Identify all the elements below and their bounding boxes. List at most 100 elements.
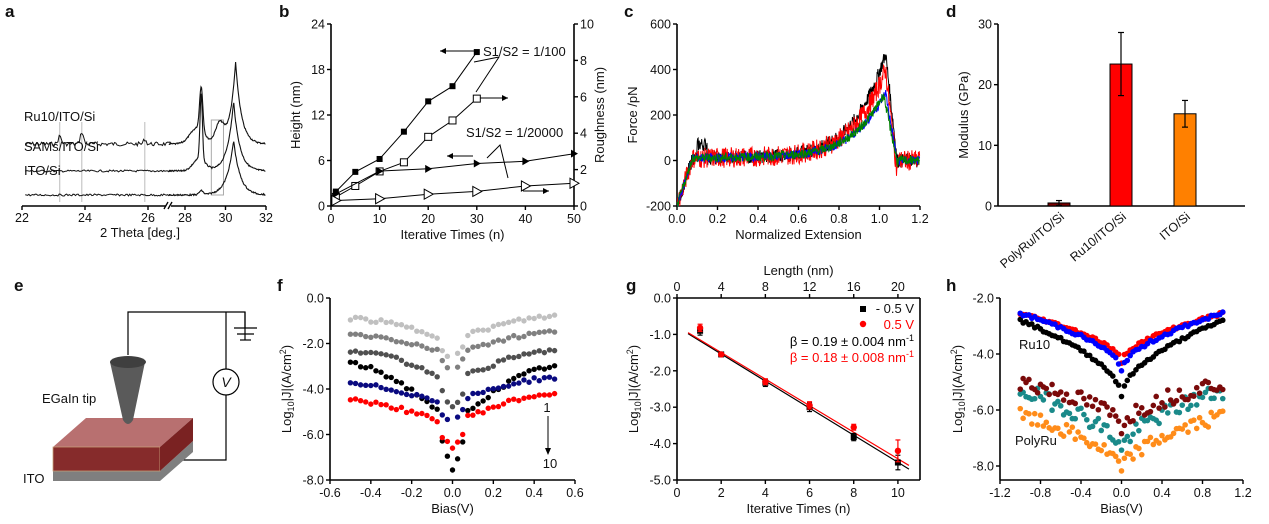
data-point [1060,433,1067,439]
data-point [1124,377,1131,384]
data-point [480,389,486,396]
data-point [368,401,374,407]
category-label: Ru10/ITO/Si [1067,210,1129,265]
chart-g: 0 2 4 6 8 10 -5.0 -4.0 -3.0 -2.0 -1.0 0.0 Iterative … [625,263,921,516]
data-point [1089,403,1096,410]
x-axis-label: Iterative Times (n) [400,227,504,242]
chart-c: 0.0 0.2 0.4 0.6 0.8 1.0 1.2 -200 0 200 400 600 Norma… [625,18,929,243]
data-point [383,352,389,358]
data-point [1211,395,1217,402]
data-point [403,361,410,367]
data-point [373,382,379,388]
data-point [1029,321,1035,327]
x-tick-label: 8 [850,486,857,500]
data-point [1072,400,1079,407]
data-point [1037,412,1044,418]
data-point [1069,424,1076,430]
x-tick-label: 30 [219,211,233,225]
x-tick-label: 0.2 [709,212,726,226]
data-point [520,180,532,192]
y-tick-label: -2.0 [972,292,994,306]
data-point [894,447,902,455]
data-point [1147,434,1154,441]
data-point [475,401,481,407]
data-point [393,321,400,328]
data-point [332,189,340,198]
data-point [375,192,386,205]
y-tick-label: -200 [646,200,671,214]
data-point [1159,432,1165,439]
y-tick-label: -4.0 [649,437,671,451]
data-point [480,410,486,416]
data-point [414,328,420,334]
data-point [376,167,384,176]
data-point [521,395,527,401]
data-point [485,342,491,348]
data-point [357,397,364,404]
data-point [352,348,359,354]
data-point [1219,395,1226,402]
egain-tip-top [110,356,146,368]
axis-break-mark [167,201,173,210]
data-point [393,338,400,345]
data-point [1049,381,1055,388]
data-point [1127,352,1133,359]
annotation: S1/S2 = 1/20000 [466,125,563,140]
highlight-box [210,119,224,196]
data-point [1219,309,1226,315]
data-point [1060,397,1067,403]
data-point [505,354,512,360]
data-point [403,324,410,330]
data-point [373,319,379,326]
y-axis-label: Log10|J|(A/cm2) [949,345,967,433]
x-tick-label: 24 [78,211,92,225]
x-tick-label-top: 0 [674,280,681,294]
data-point [495,321,502,328]
data-point [1133,402,1139,409]
y-tick-label-right: 0 [580,200,587,214]
data-point [1136,445,1142,452]
data-point [1121,455,1128,462]
data-point [470,344,476,350]
data-point [511,332,517,339]
x-tick-label: 0.6 [790,212,807,226]
data-point [1136,410,1142,417]
data-point [536,348,542,354]
data-point [465,347,471,353]
data-point [454,456,461,462]
data-point [454,364,461,370]
data-point [425,98,432,105]
data-point [490,386,497,392]
data-point [393,388,400,395]
y-tick-label: 12 [311,109,325,123]
data-point [1179,426,1186,432]
data-point [1164,387,1171,393]
data-point [347,317,354,323]
data-point [398,339,405,345]
data-point [1020,415,1026,422]
data-point [1193,425,1200,432]
data-point [439,347,445,354]
x-axis-label: Normalized Extension [735,227,861,242]
y-axis-label: Force /pN [625,86,640,143]
data-point [419,364,425,371]
data-point [850,424,857,431]
data-point [1034,389,1041,396]
data-point [536,378,542,384]
data-point [383,402,389,408]
data-point [1055,398,1061,405]
data-point [460,406,466,413]
data-point [1072,415,1079,422]
data-point [1089,423,1096,430]
data-point [429,416,435,422]
data-point [424,369,430,375]
data-point [1196,414,1203,421]
y-axis-label: Log10|J|(A/cm2) [625,345,643,433]
annotation: Ru10 [1019,337,1050,352]
data-point [571,149,578,158]
data-point [429,347,435,353]
x-tick-label: 0 [328,212,335,226]
data-point [1191,393,1197,399]
data-point [1078,405,1084,412]
data-point [1112,354,1119,361]
